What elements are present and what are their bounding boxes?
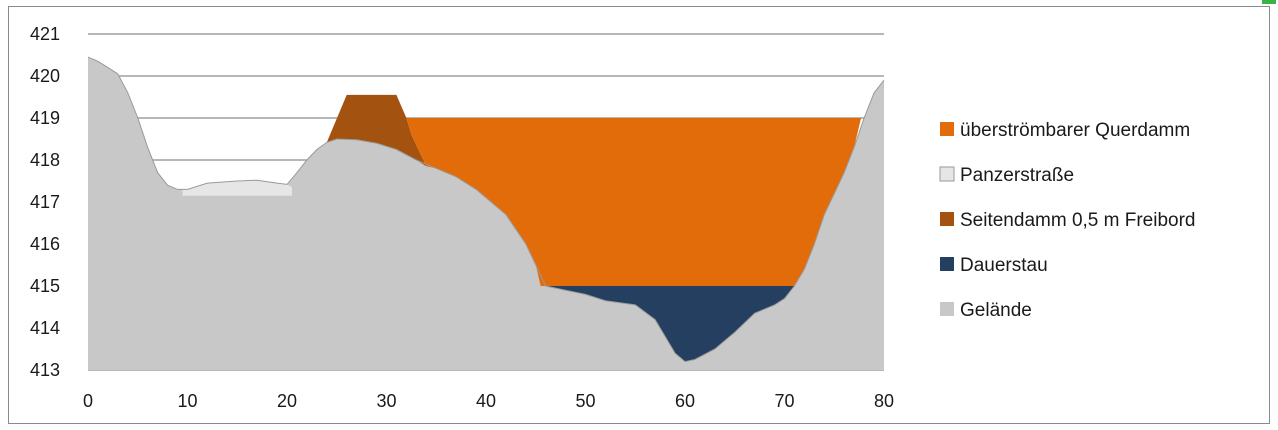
y-axis-ticks: 413 414 415 416 417 418 419 420 421 bbox=[30, 24, 60, 380]
area-seitendamm-0-5-m-freibord bbox=[326, 94, 427, 167]
x-tick-label: 60 bbox=[675, 391, 695, 411]
x-tick-label: 0 bbox=[83, 391, 93, 411]
y-tick-label: 421 bbox=[30, 24, 60, 44]
area-gelände bbox=[88, 57, 884, 370]
y-tick-label: 418 bbox=[30, 150, 60, 170]
y-tick-label: 415 bbox=[30, 276, 60, 296]
area-series bbox=[87, 56, 885, 370]
y-tick-label: 420 bbox=[30, 66, 60, 86]
legend-swatch bbox=[939, 166, 955, 182]
x-tick-label: 70 bbox=[774, 391, 794, 411]
y-tick-label: 419 bbox=[30, 108, 60, 128]
y-tick-label: 417 bbox=[30, 192, 60, 212]
chart-frame bbox=[8, 6, 1270, 424]
legend-swatch bbox=[940, 257, 954, 271]
legend-label: Seitendamm 0,5 m Freibord bbox=[960, 210, 1196, 231]
legend-swatch bbox=[940, 122, 954, 136]
legend-item: Panzerstraße bbox=[939, 165, 1074, 186]
x-axis-ticks: 0 10 20 30 40 50 60 70 80 bbox=[83, 391, 894, 411]
legend-item: Seitendamm 0,5 m Freibord bbox=[940, 210, 1196, 231]
legend-label: überströmbarer Querdamm bbox=[960, 120, 1190, 141]
corner-marker bbox=[1262, 0, 1276, 4]
x-tick-label: 50 bbox=[575, 391, 595, 411]
area-dauerstau bbox=[540, 286, 795, 362]
legend-label: Panzerstraße bbox=[960, 165, 1074, 186]
x-tick-label: 40 bbox=[476, 391, 496, 411]
y-tick-label: 414 bbox=[30, 318, 60, 338]
area-überströmbarer-querdamm bbox=[406, 118, 862, 286]
x-tick-label: 80 bbox=[874, 391, 894, 411]
legend-swatch bbox=[940, 212, 954, 226]
x-tick-label: 30 bbox=[376, 391, 396, 411]
legend-item: überströmbarer Querdamm bbox=[940, 120, 1190, 141]
y-tick-label: 413 bbox=[30, 360, 60, 380]
legend-swatch bbox=[940, 302, 954, 316]
area-panzerstraße bbox=[182, 180, 292, 196]
y-tick-label: 416 bbox=[30, 234, 60, 254]
x-tick-label: 10 bbox=[177, 391, 197, 411]
legend-label: Gelände bbox=[960, 300, 1032, 321]
legend: überströmbarer Querdamm Panzerstraße Seite… bbox=[939, 120, 1196, 321]
x-tick-label: 20 bbox=[277, 391, 297, 411]
legend-item: Gelände bbox=[940, 300, 1032, 321]
terrain-outline bbox=[87, 56, 885, 363]
legend-label: Dauerstau bbox=[960, 255, 1048, 276]
legend-item: Dauerstau bbox=[940, 255, 1048, 276]
